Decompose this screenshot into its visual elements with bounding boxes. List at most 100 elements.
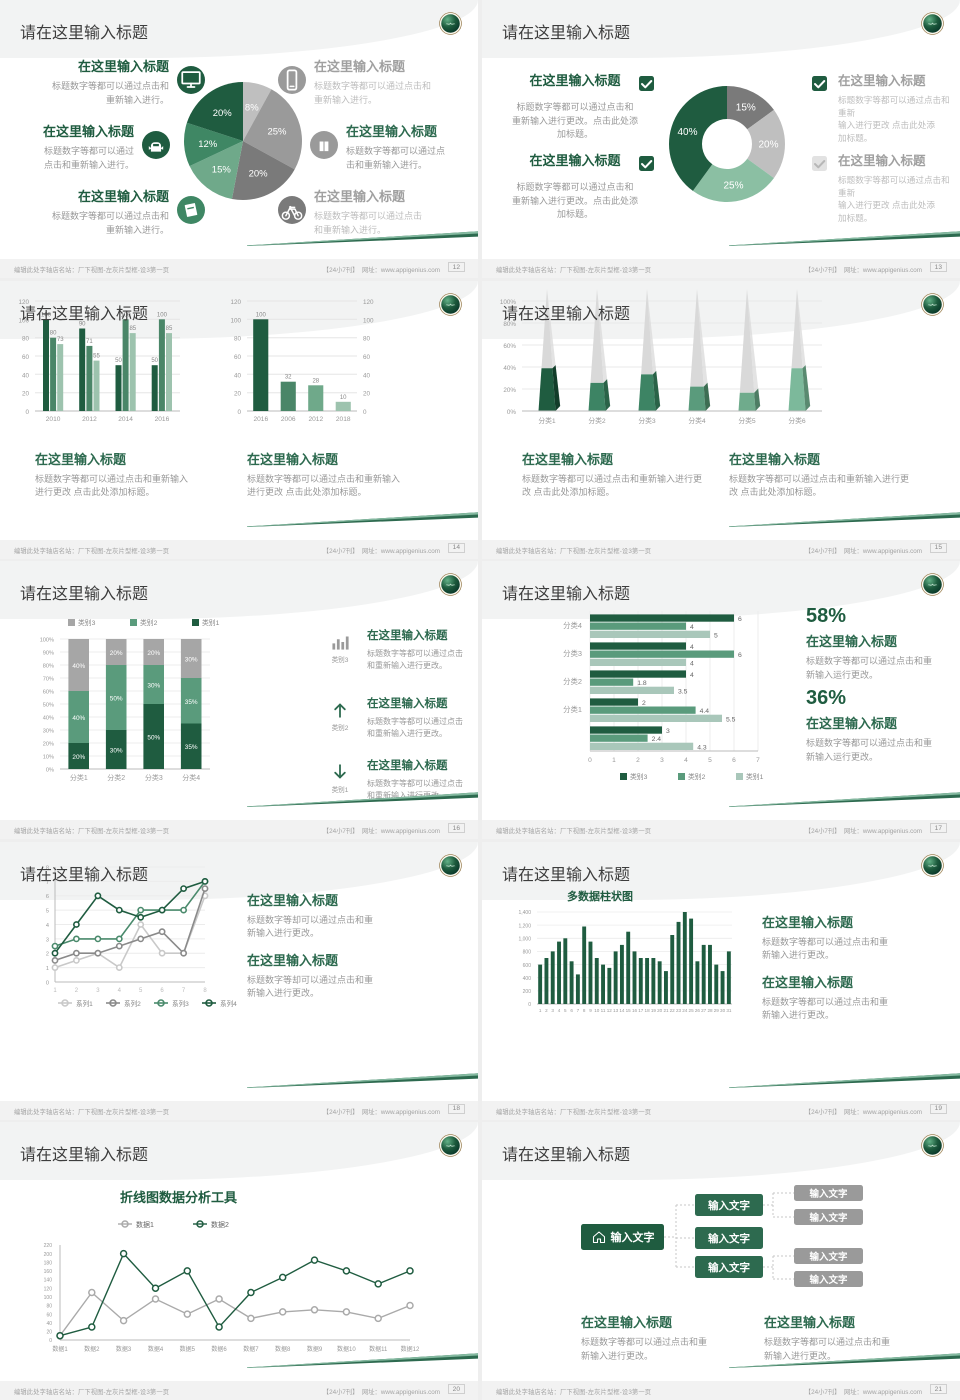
svg-text:2: 2	[642, 700, 646, 707]
svg-text:50: 50	[115, 358, 122, 364]
svg-text:8: 8	[203, 988, 207, 994]
svg-text:60%: 60%	[43, 690, 54, 696]
svg-text:50%: 50%	[147, 735, 160, 742]
svg-text:2.4: 2.4	[652, 736, 662, 743]
svg-text:80: 80	[363, 335, 371, 342]
svg-text:7: 7	[756, 757, 760, 764]
svg-text:20%: 20%	[147, 650, 160, 657]
svg-text:20%: 20%	[503, 387, 516, 394]
svg-text:4: 4	[690, 660, 694, 667]
svg-text:1: 1	[46, 966, 49, 972]
svg-text:40%: 40%	[72, 715, 85, 722]
svg-text:100: 100	[44, 1295, 53, 1301]
svg-text:类别3: 类别3	[78, 618, 96, 627]
svg-text:折线图数据分析工具: 折线图数据分析工具	[120, 1190, 237, 1205]
svg-text:6: 6	[738, 652, 742, 659]
svg-text:19: 19	[651, 1008, 657, 1013]
svg-text:20: 20	[234, 390, 242, 397]
svg-text:分类4: 分类4	[182, 773, 200, 782]
svg-text:分类4: 分类4	[563, 621, 582, 630]
svg-text:40: 40	[22, 372, 30, 379]
svg-text:5: 5	[139, 988, 143, 994]
svg-text:1,000: 1,000	[518, 936, 531, 942]
svg-text:60: 60	[363, 354, 371, 361]
svg-text:80: 80	[50, 330, 57, 336]
svg-text:5: 5	[714, 632, 718, 639]
svg-text:分类1: 分类1	[538, 416, 556, 425]
svg-text:25: 25	[689, 1008, 695, 1013]
svg-text:6: 6	[160, 988, 164, 994]
svg-text:7: 7	[577, 1008, 580, 1013]
svg-text:4: 4	[118, 988, 122, 994]
svg-text:100%: 100%	[40, 638, 54, 644]
svg-text:100: 100	[157, 312, 168, 318]
svg-text:120: 120	[230, 299, 241, 306]
svg-text:2016: 2016	[155, 416, 170, 423]
svg-text:30%: 30%	[43, 729, 54, 735]
svg-text:分类1: 分类1	[563, 705, 582, 714]
svg-text:分类2: 分类2	[563, 677, 582, 686]
svg-text:3.5: 3.5	[678, 688, 688, 695]
svg-text:输入文字: 输入文字	[809, 1212, 848, 1224]
svg-text:6: 6	[732, 757, 736, 764]
svg-text:60: 60	[234, 354, 242, 361]
svg-text:4: 4	[690, 672, 694, 679]
svg-text:20%: 20%	[110, 650, 123, 657]
svg-text:70%: 70%	[43, 677, 54, 683]
svg-text:140: 140	[44, 1278, 53, 1284]
svg-text:85: 85	[166, 326, 173, 332]
svg-text:数据1: 数据1	[52, 1345, 68, 1353]
svg-text:60: 60	[46, 1312, 52, 1318]
svg-text:29: 29	[714, 1008, 720, 1013]
svg-text:9: 9	[589, 1008, 592, 1013]
svg-text:0: 0	[25, 409, 29, 416]
svg-text:5: 5	[564, 1008, 567, 1013]
svg-text:2: 2	[636, 757, 640, 764]
svg-text:数据1: 数据1	[136, 1220, 154, 1229]
svg-text:50%: 50%	[110, 696, 123, 703]
svg-text:26: 26	[695, 1008, 701, 1013]
svg-text:24: 24	[682, 1008, 688, 1013]
svg-text:800: 800	[523, 949, 532, 955]
svg-text:80: 80	[234, 335, 242, 342]
svg-text:数据3: 数据3	[116, 1345, 132, 1353]
svg-text:1: 1	[612, 757, 616, 764]
svg-text:30: 30	[720, 1008, 726, 1013]
svg-text:数据4: 数据4	[148, 1345, 164, 1353]
svg-text:100: 100	[230, 317, 241, 324]
svg-text:类别1: 类别1	[746, 772, 764, 781]
svg-text:数据2: 数据2	[211, 1220, 229, 1229]
svg-text:多数据柱状图: 多数据柱状图	[567, 889, 633, 903]
svg-text:数据2: 数据2	[84, 1345, 100, 1353]
svg-text:输入文字: 输入文字	[708, 1232, 750, 1245]
svg-text:60: 60	[22, 354, 30, 361]
svg-text:40%: 40%	[72, 663, 85, 670]
svg-text:80%: 80%	[43, 664, 54, 670]
svg-text:23: 23	[676, 1008, 682, 1013]
svg-text:1.8: 1.8	[637, 680, 647, 687]
svg-text:2014: 2014	[118, 416, 133, 423]
svg-text:3: 3	[551, 1008, 554, 1013]
svg-text:6: 6	[738, 616, 742, 623]
svg-text:分类2: 分类2	[107, 773, 125, 782]
svg-text:2: 2	[545, 1008, 548, 1013]
svg-text:输入文字: 输入文字	[809, 1188, 848, 1200]
svg-text:40: 40	[46, 1321, 52, 1327]
svg-text:3: 3	[666, 728, 670, 735]
svg-text:0: 0	[363, 409, 367, 416]
svg-text:73: 73	[57, 337, 64, 343]
svg-text:120: 120	[44, 1286, 53, 1292]
svg-text:分类6: 分类6	[788, 416, 806, 425]
svg-text:12: 12	[607, 1008, 613, 1013]
svg-text:类别1: 类别1	[202, 618, 220, 627]
svg-text:30%: 30%	[185, 657, 198, 664]
svg-text:2012: 2012	[308, 416, 323, 423]
svg-text:10%: 10%	[43, 755, 54, 761]
svg-text:16: 16	[632, 1008, 638, 1013]
svg-text:类别2: 类别2	[140, 618, 158, 627]
svg-text:1: 1	[539, 1008, 542, 1013]
svg-text:35%: 35%	[185, 744, 198, 751]
svg-text:20: 20	[657, 1008, 663, 1013]
svg-text:0: 0	[588, 757, 592, 764]
svg-text:30%: 30%	[110, 748, 123, 755]
